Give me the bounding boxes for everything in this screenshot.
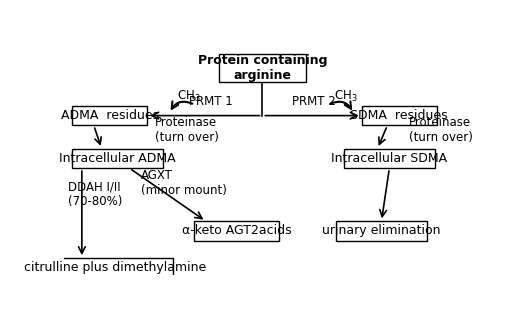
Text: citrulline plus dimethylamine: citrulline plus dimethylamine	[25, 261, 207, 274]
Text: Proteinase
(turn over): Proteinase (turn over)	[155, 116, 219, 144]
Text: CH$_3$: CH$_3$	[177, 89, 201, 104]
Text: urinary elimination: urinary elimination	[322, 225, 441, 238]
Text: Protein containing
arginine: Protein containing arginine	[198, 54, 327, 82]
Text: CH$_3$: CH$_3$	[334, 89, 357, 104]
FancyBboxPatch shape	[194, 221, 279, 241]
Text: AGXT
(minor mount): AGXT (minor mount)	[141, 169, 227, 197]
Text: Proteinase
(turn over): Proteinase (turn over)	[409, 116, 473, 144]
Text: α-keto AGT2acids: α-keto AGT2acids	[182, 225, 291, 238]
FancyBboxPatch shape	[72, 149, 163, 168]
Text: DDAH I/II
(70-80%): DDAH I/II (70-80%)	[68, 180, 122, 208]
Text: PRMT 1: PRMT 1	[189, 95, 232, 108]
FancyBboxPatch shape	[219, 54, 306, 82]
FancyBboxPatch shape	[344, 149, 435, 168]
FancyBboxPatch shape	[361, 106, 437, 125]
Text: PRMT 2: PRMT 2	[292, 95, 336, 108]
Text: Intracellular ADMA: Intracellular ADMA	[59, 152, 176, 165]
FancyBboxPatch shape	[336, 221, 427, 241]
Text: Intracellular SDMA: Intracellular SDMA	[331, 152, 447, 165]
FancyBboxPatch shape	[72, 106, 147, 125]
Text: SDMA  residues: SDMA residues	[351, 109, 448, 122]
Text: ADMA  residues: ADMA residues	[60, 109, 159, 122]
FancyBboxPatch shape	[58, 258, 173, 277]
